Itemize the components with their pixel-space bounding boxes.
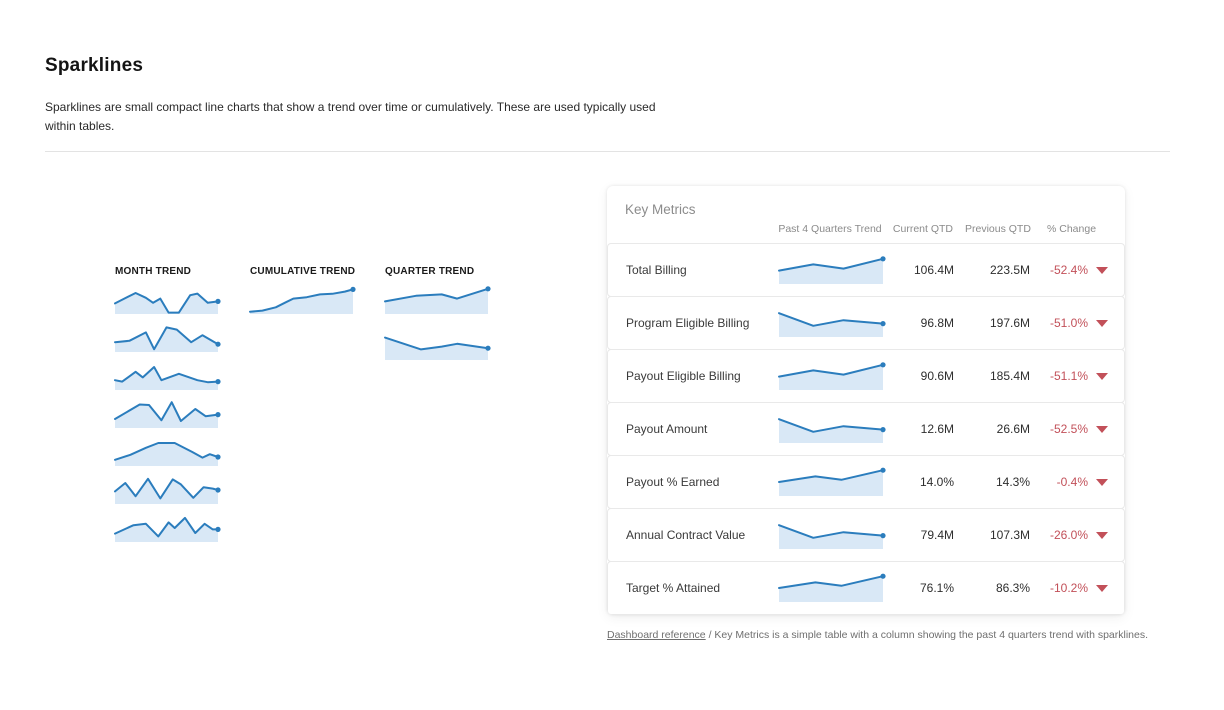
trend-column-label: CUMULATIVE TREND	[250, 266, 356, 278]
dashboard-reference-link[interactable]: Dashboard reference	[607, 629, 706, 642]
trend-example-column: QUARTER TREND	[384, 266, 491, 542]
sparkline-chart	[114, 362, 221, 391]
metric-sparkline	[778, 362, 886, 391]
page-header: Sparklines Sparklines are small compact …	[0, 0, 1224, 135]
trend-down-icon	[1096, 478, 1108, 486]
metric-label: Total Billing	[626, 263, 687, 278]
metric-current: 90.6M	[920, 369, 954, 384]
table-row: Target % Attained 76.1% 86.3% -10.2%	[607, 561, 1125, 616]
sparkline-chart	[249, 286, 356, 315]
column-header-trend: Past 4 Quarters Trend	[778, 223, 882, 236]
metric-change-cell: -51.1%	[1048, 369, 1108, 383]
table-row: Payout % Earned 14.0% 14.3% -0.4%	[607, 455, 1125, 510]
metric-previous: 185.4M	[989, 369, 1030, 384]
column-header-current: Current QTD	[892, 223, 953, 236]
metric-previous: 86.3%	[995, 581, 1030, 596]
metric-change: -0.4%	[1056, 475, 1088, 490]
table-row: Program Eligible Billing 96.8M 197.6M -5…	[607, 296, 1125, 351]
metric-previous: 26.6M	[996, 422, 1030, 437]
sparkline-chart	[114, 324, 221, 353]
metric-change: -10.2%	[1049, 581, 1088, 596]
section-divider	[45, 151, 1170, 153]
trend-down-icon	[1096, 584, 1108, 592]
column-header-change: % Change	[1047, 223, 1097, 236]
metric-change: -52.4%	[1049, 263, 1088, 278]
metric-current: 79.4M	[920, 528, 954, 543]
metric-previous: 197.6M	[989, 316, 1030, 331]
footnote-text: / Key Metrics is a simple table with a c…	[705, 629, 1149, 642]
metric-current: 76.1%	[919, 581, 954, 596]
metric-sparkline	[778, 467, 886, 497]
trend-example-column: MONTH TREND	[114, 266, 221, 543]
trend-down-icon	[1096, 319, 1108, 327]
sparkline-stack	[114, 286, 221, 543]
sparkline-chart	[114, 400, 221, 429]
metric-current: 14.0%	[919, 475, 954, 490]
metric-label: Annual Contract Value	[626, 528, 746, 543]
metric-current: 96.8M	[920, 316, 954, 331]
metric-change-cell: -10.2%	[1048, 581, 1108, 595]
sparkline-chart	[384, 286, 491, 315]
page-description: Sparklines are small compact line charts…	[45, 100, 656, 133]
metric-change: -51.0%	[1049, 316, 1088, 331]
table-row: Total Billing 106.4M 223.5M -52.4%	[607, 243, 1125, 298]
metric-sparkline	[778, 256, 886, 285]
metric-change: -52.5%	[1049, 422, 1088, 437]
sparkline-examples: MONTH TREND CUMULATIVE TREND QUARTER TRE…	[114, 266, 491, 543]
table-row: Payout Eligible Billing 90.6M 185.4M -51…	[607, 349, 1125, 404]
sparkline-chart	[114, 476, 221, 505]
trend-column-label: MONTH TREND	[115, 266, 192, 278]
metric-change-cell: -26.0%	[1048, 528, 1108, 542]
metric-change-cell: -52.4%	[1048, 263, 1108, 277]
table-row: Payout Amount 12.6M 26.6M -52.5%	[607, 402, 1125, 457]
metric-label: Payout Eligible Billing	[626, 369, 741, 384]
trend-down-icon	[1096, 266, 1108, 274]
column-header-previous: Previous QTD	[965, 223, 1031, 236]
metric-sparkline	[778, 521, 886, 550]
key-metrics-rows: Total Billing 106.4M 223.5M -52.4% Progr…	[607, 243, 1125, 616]
metric-label: Payout % Earned	[626, 475, 720, 490]
sparkline-chart	[114, 514, 221, 543]
sparkline-chart	[114, 438, 221, 467]
table-header-row: Past 4 Quarters Trend Current QTD Previo…	[607, 223, 1125, 243]
metric-change-cell: -0.4%	[1048, 475, 1108, 489]
key-metrics-card: Key Metrics Past 4 Quarters Trend Curren…	[607, 186, 1125, 616]
metric-previous: 223.5M	[989, 263, 1030, 278]
table-row: Annual Contract Value 79.4M 107.3M -26.0…	[607, 508, 1125, 563]
sparkline-stack	[249, 286, 356, 315]
card-title: Key Metrics	[625, 202, 696, 218]
trend-down-icon	[1096, 425, 1108, 433]
metric-label: Payout Amount	[626, 422, 708, 437]
metric-sparkline	[778, 573, 886, 603]
metric-change: -51.1%	[1049, 369, 1088, 384]
trend-column-label: QUARTER TREND	[385, 266, 475, 278]
page-title: Sparklines	[45, 55, 144, 76]
metric-current: 106.4M	[913, 263, 954, 278]
sparkline-stack	[384, 286, 491, 361]
metric-change-cell: -52.5%	[1048, 422, 1108, 436]
metric-sparkline	[778, 309, 886, 338]
metric-previous: 107.3M	[989, 528, 1030, 543]
metric-change: -26.0%	[1049, 528, 1088, 543]
metric-previous: 14.3%	[995, 475, 1030, 490]
trend-example-column: CUMULATIVE TREND	[249, 266, 356, 542]
key-metrics-section: Key Metrics Past 4 Quarters Trend Curren…	[607, 186, 1148, 642]
metric-change-cell: -51.0%	[1048, 316, 1108, 330]
trend-down-icon	[1096, 372, 1108, 380]
content-area: MONTH TREND CUMULATIVE TREND QUARTER TRE…	[0, 186, 1224, 641]
sparkline-chart	[384, 332, 491, 361]
metric-sparkline	[778, 415, 886, 444]
metric-current: 12.6M	[920, 422, 954, 437]
metric-label: Target % Attained	[626, 581, 721, 596]
trend-down-icon	[1096, 531, 1108, 539]
metric-label: Program Eligible Billing	[626, 316, 750, 331]
sparkline-chart	[114, 286, 221, 315]
footnote: Dashboard reference / Key Metrics is a s…	[607, 629, 1148, 642]
